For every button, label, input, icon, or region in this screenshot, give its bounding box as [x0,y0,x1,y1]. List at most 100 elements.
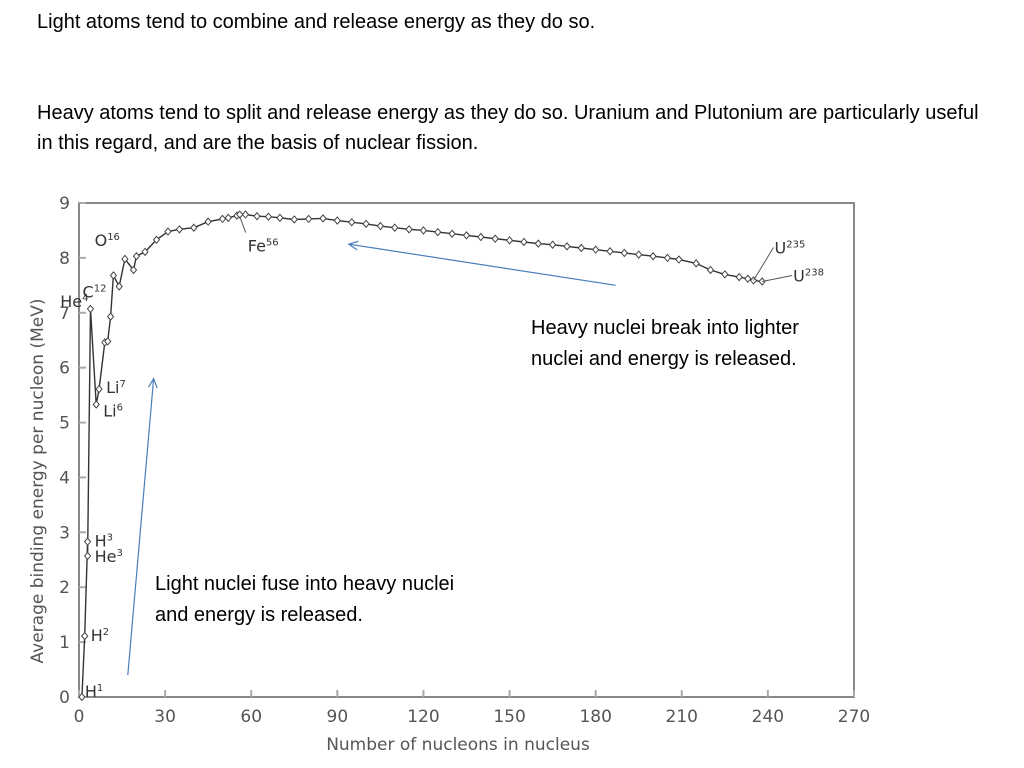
isotope-label: U238 [793,266,824,285]
x-tick-label: 180 [579,707,611,727]
x-tick-label: 120 [407,707,439,727]
data-point [129,265,138,275]
y-tick-label: 2 [59,578,70,598]
data-point [241,210,250,219]
data-point [175,225,184,234]
data-point [204,217,212,226]
x-tick-label: 30 [154,707,176,727]
data-point [548,240,557,249]
isotope-label: Li7 [106,378,126,397]
data-point [735,272,743,282]
fusion-arrow-head [147,377,158,389]
data-point [477,232,485,242]
plot-frame [78,202,855,698]
isotope-label: He4 [60,292,88,311]
data-point [635,250,643,259]
binding-energy-line [81,213,763,698]
x-tick-label: 90 [327,707,349,727]
data-point [721,270,729,279]
data-point [236,210,244,219]
data-point [376,221,385,231]
x-tick-label: 240 [752,707,784,727]
isotope-label: H3 [95,532,113,551]
isotope-label: H1 [85,682,103,701]
data-point [290,215,298,224]
data-point [563,242,571,251]
x-tick-label: 210 [666,707,698,727]
data-point [164,227,172,236]
data-point [78,692,86,702]
data-point [319,214,327,223]
intro-paragraph-2: Heavy atoms tend to split and release en… [37,102,979,154]
y-tick-label: 6 [59,359,70,379]
data-point [434,227,442,237]
x-tick-label: 60 [240,707,262,727]
data-point [83,551,92,561]
data-point [577,243,585,253]
data-point [348,217,356,227]
y-tick-label: 9 [59,194,70,214]
data-point [152,235,161,245]
data-point [106,312,115,321]
data-point [620,248,629,258]
data-point [491,234,499,243]
fission-arrow [348,243,616,286]
y-tick-label: 0 [59,688,70,708]
y-tick-label: 7 [59,304,70,324]
data-point [505,236,514,245]
y-tick-label: 4 [59,468,70,488]
data-point [333,216,341,225]
x-tick-label: 270 [838,707,870,727]
data-point [744,274,752,284]
y-axis-title: Average binding energy per nucleon (MeV) [28,299,48,664]
data-point [132,251,141,261]
data-point [520,237,528,247]
data-point [419,226,428,235]
data-point [592,245,600,254]
data-point [95,384,103,394]
data-point [663,253,672,263]
data-point [92,400,100,409]
callout-light-nuclei: Light nuclei fuse into heavy nuclei and … [155,573,455,626]
x-tick-label: 150 [493,707,525,727]
data-point [190,223,198,232]
isotope-label: Li6 [103,401,123,420]
data-point [86,304,95,314]
x-axis-title: Number of nucleons in nucleus [326,735,590,755]
data-point [109,271,118,280]
data-point [675,255,683,264]
data-point [706,265,715,275]
fission-arrow-head [347,240,359,251]
intro-line-1: Light atoms tend to combine and release … [37,11,596,33]
label-leader-line [753,247,774,281]
data-point [606,247,614,256]
isotope-label: C12 [83,282,107,301]
data-point [362,219,370,229]
data-point [405,225,413,234]
isotope-label: Fe56 [248,237,279,256]
data-point [462,231,471,240]
data-point [304,214,313,224]
data-point [81,631,89,641]
isotope-label: H2 [91,626,109,645]
data-point [224,213,232,223]
data-point [649,251,657,261]
fusion-arrow [127,378,155,676]
data-point [534,239,542,248]
y-tick-label: 5 [59,414,70,434]
data-point [253,211,261,221]
data-point [264,212,273,221]
data-point [83,537,92,546]
isotope-label: He3 [95,547,123,566]
y-tick-label: 8 [59,249,70,269]
data-point [391,223,399,232]
data-point [121,254,129,264]
data-point [141,247,149,257]
y-tick-label: 3 [59,523,70,543]
label-leader-line [239,216,247,233]
data-point [218,214,227,224]
data-point [448,229,456,239]
data-point [276,213,284,223]
isotope-label: U235 [775,238,806,257]
